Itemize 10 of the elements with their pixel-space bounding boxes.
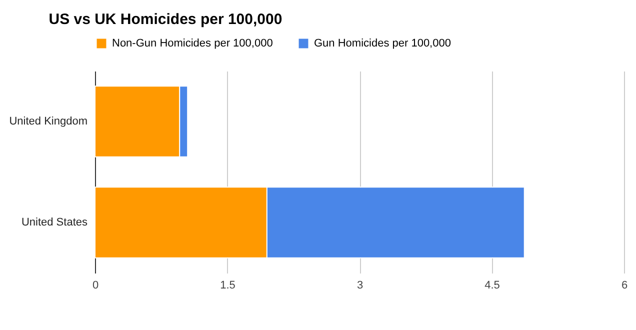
y-tick-label: United States: [21, 216, 88, 228]
x-tick-label: 0: [92, 280, 99, 292]
legend-label: Non-Gun Homicides per 100,000: [112, 38, 273, 50]
x-tick-label: 4.5: [484, 280, 500, 292]
y-tick-label: United Kingdom: [9, 116, 88, 128]
x-tick-label: 1.5: [220, 280, 236, 292]
legend-label: Gun Homicides per 100,000: [314, 38, 451, 50]
chart-title: US vs UK Homicides per 100,000: [48, 11, 282, 28]
x-tick-label: 6: [621, 280, 628, 292]
x-tick-label: 3: [356, 280, 364, 292]
